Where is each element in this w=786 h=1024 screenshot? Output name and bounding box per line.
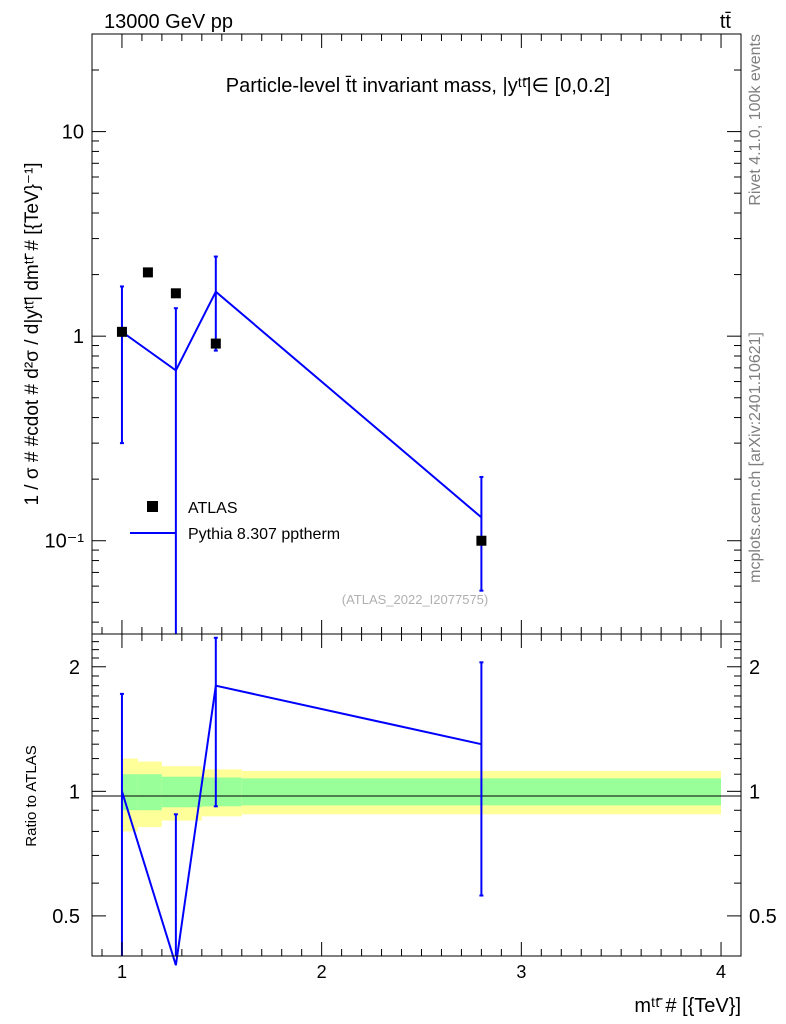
x-axis-label: mᵗᵗ̄ # [{TeV}] [634, 995, 741, 1017]
main-panel: 10⁻¹ 1 10 Particle-level t̄t invariant mas… [22, 33, 742, 635]
data-point [476, 535, 487, 546]
y-tick-label: 10⁻¹ [45, 531, 85, 553]
ratio-frame [91, 633, 742, 957]
ratio-tick-label-right: 1 [749, 781, 760, 803]
main-y-ticks: 10⁻¹ 1 10 [45, 122, 741, 553]
process-label: tt̄ [720, 11, 732, 33]
data-point [170, 288, 181, 299]
data-markers [116, 267, 487, 546]
main-x-ticks [101, 34, 722, 634]
legend: ATLAS Pythia 8.307 pptherm [130, 500, 340, 543]
y-tick-label: 10 [62, 122, 84, 144]
mc-errorbars [119, 255, 484, 634]
y-tick-label: 1 [73, 326, 84, 348]
source-label: mcplots.cern.ch [arXiv:2401.10621] [747, 332, 764, 583]
rivet-label: Rivet 4.1.0, 100k events [747, 34, 764, 206]
chart-title: Particle-level t̄t invariant mass, |yᵗᵗ̄… [226, 75, 611, 97]
ratio-y-ticks: 0.5 0.5 1 1 2 2 [52, 657, 777, 928]
inner-band-bin [137, 774, 162, 811]
x-tick-label: 2 [317, 962, 327, 982]
analysis-tag: (ATLAS_2022_I2077575) [342, 592, 488, 607]
x-tick-label: 4 [716, 962, 726, 982]
inner-band-bin [120, 774, 138, 811]
ratio-tick-label-right: 0.5 [749, 906, 777, 928]
ratio-minor-ticks [92, 641, 741, 957]
energy-label: 13000 GeV pp [104, 11, 233, 33]
legend-data-marker [147, 501, 158, 512]
x-tick-label: 3 [516, 962, 526, 982]
ratio-tick-label: 1 [69, 781, 80, 803]
legend-mc-label: Pythia 8.307 pptherm [188, 526, 340, 543]
main-minor-ticks [92, 33, 741, 623]
ratio-uncertainty-bands [120, 758, 722, 832]
inner-band-bin [161, 776, 202, 808]
ratio-mc-line [120, 684, 482, 966]
inner-band-bin [201, 777, 242, 807]
x-axis-ticks: 1 2 3 4 [101, 634, 726, 982]
main-frame [91, 33, 742, 635]
data-point [116, 326, 127, 337]
y-axis-label: 1 / σ # #cdot # d²σ / d|yᵗᵗ̄| dmᵗᵗ̄ # [{… [22, 162, 43, 505]
ratio-tick-label: 0.5 [52, 906, 80, 928]
mc-line [121, 290, 483, 519]
ratio-tick-label: 2 [69, 657, 80, 679]
data-point [210, 338, 221, 349]
ratio-panel: 0.5 0.5 1 1 2 2 1 2 3 4 Ratio to ATLAS mᵗᵗ̄ # [{… [23, 633, 777, 1017]
data-point [142, 267, 153, 278]
legend-data-label: ATLAS [188, 500, 238, 517]
ratio-y-label: Ratio to ATLAS [23, 745, 40, 846]
x-tick-label: 1 [117, 962, 127, 982]
ratio-errorbars [119, 636, 484, 956]
ratio-tick-label-right: 2 [749, 657, 760, 679]
